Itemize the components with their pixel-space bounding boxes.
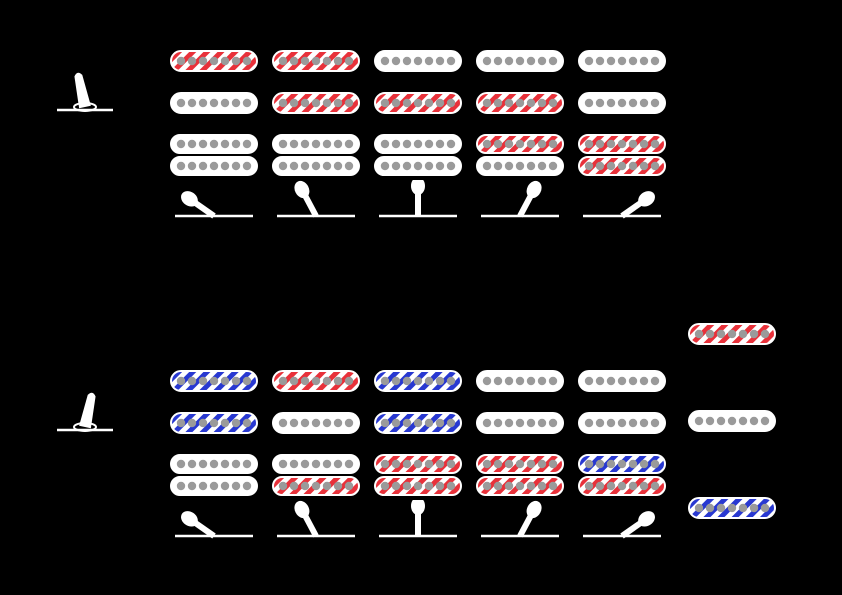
sec0-pos0-bridge-humbucker-coil-1 bbox=[170, 134, 258, 154]
sec0-pos0-mid-pickup bbox=[170, 92, 258, 114]
sec1-pos0-bridge-humbucker-coil-1 bbox=[170, 454, 258, 474]
sec1-pos0-neck-pickup bbox=[170, 370, 258, 392]
sec1-pos2-neck-pickup bbox=[374, 370, 462, 392]
sec0-pos4-bridge-humbucker-coil-1 bbox=[578, 134, 666, 154]
sec0-pos0-bridge-humbucker-coil-2 bbox=[170, 156, 258, 176]
sec1-pos3-neck-pickup bbox=[476, 370, 564, 392]
legend-pickup-2 bbox=[688, 497, 776, 519]
sec0-pos4-selector-switch-icon bbox=[578, 180, 666, 220]
legend-pickup-1 bbox=[688, 410, 776, 432]
sec1-pos2-selector-switch-icon bbox=[374, 500, 462, 540]
sec0-pos1-bridge-humbucker-coil-2 bbox=[272, 156, 360, 176]
sec0-pos3-bridge-humbucker-coil-2 bbox=[476, 156, 564, 176]
sec0-pos1-mid-pickup bbox=[272, 92, 360, 114]
sec1-pos2-bridge-humbucker-coil-1 bbox=[374, 454, 462, 474]
sec0-pos1-bridge-humbucker-coil-1 bbox=[272, 134, 360, 154]
sec1-pos4-selector-switch-icon bbox=[578, 500, 666, 540]
sec1-pos0-bridge-humbucker-coil-2 bbox=[170, 476, 258, 496]
sec0-pos4-mid-pickup bbox=[578, 92, 666, 114]
sec1-pos1-selector-switch-icon bbox=[272, 500, 360, 540]
sec0-pos2-selector-switch-icon bbox=[374, 180, 462, 220]
coil-tap-toggle-icon-1 bbox=[55, 386, 115, 436]
sec1-pos0-mid-pickup bbox=[170, 412, 258, 434]
sec1-pos3-selector-switch-icon bbox=[476, 500, 564, 540]
sec0-pos4-neck-pickup bbox=[578, 50, 666, 72]
sec1-pos4-bridge-humbucker-coil-1 bbox=[578, 454, 666, 474]
coil-tap-toggle-icon-0 bbox=[55, 66, 115, 116]
sec1-pos1-bridge-humbucker-coil-1 bbox=[272, 454, 360, 474]
sec0-pos1-selector-switch-icon bbox=[272, 180, 360, 220]
sec1-pos1-bridge-humbucker-coil-2 bbox=[272, 476, 360, 496]
sec1-pos4-mid-pickup bbox=[578, 412, 666, 434]
sec0-pos3-bridge-humbucker-coil-1 bbox=[476, 134, 564, 154]
sec1-pos3-mid-pickup bbox=[476, 412, 564, 434]
sec0-pos3-neck-pickup bbox=[476, 50, 564, 72]
sec0-pos0-selector-switch-icon bbox=[170, 180, 258, 220]
sec1-pos2-mid-pickup bbox=[374, 412, 462, 434]
sec0-pos4-bridge-humbucker-coil-2 bbox=[578, 156, 666, 176]
sec1-pos1-neck-pickup bbox=[272, 370, 360, 392]
sec1-pos3-bridge-humbucker-coil-1 bbox=[476, 454, 564, 474]
sec1-pos2-bridge-humbucker-coil-2 bbox=[374, 476, 462, 496]
legend-pickup-0 bbox=[688, 323, 776, 345]
sec0-pos2-mid-pickup bbox=[374, 92, 462, 114]
sec1-pos0-selector-switch-icon bbox=[170, 500, 258, 540]
sec0-pos3-mid-pickup bbox=[476, 92, 564, 114]
sec0-pos3-selector-switch-icon bbox=[476, 180, 564, 220]
sec0-pos2-bridge-humbucker-coil-1 bbox=[374, 134, 462, 154]
sec0-pos2-neck-pickup bbox=[374, 50, 462, 72]
sec0-pos2-bridge-humbucker-coil-2 bbox=[374, 156, 462, 176]
sec0-pos0-neck-pickup bbox=[170, 50, 258, 72]
sec1-pos1-mid-pickup bbox=[272, 412, 360, 434]
sec1-pos4-bridge-humbucker-coil-2 bbox=[578, 476, 666, 496]
sec1-pos4-neck-pickup bbox=[578, 370, 666, 392]
sec1-pos3-bridge-humbucker-coil-2 bbox=[476, 476, 564, 496]
sec0-pos1-neck-pickup bbox=[272, 50, 360, 72]
